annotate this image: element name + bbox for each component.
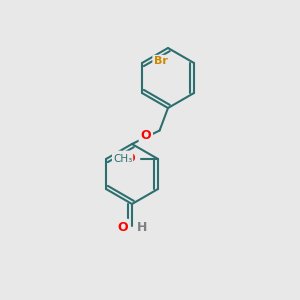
Text: I: I bbox=[116, 152, 121, 166]
Text: Br: Br bbox=[154, 56, 168, 67]
Text: O: O bbox=[125, 152, 136, 166]
Text: O: O bbox=[140, 129, 151, 142]
Text: O: O bbox=[117, 220, 128, 234]
Text: H: H bbox=[136, 220, 147, 234]
Text: CH₃: CH₃ bbox=[113, 154, 132, 164]
